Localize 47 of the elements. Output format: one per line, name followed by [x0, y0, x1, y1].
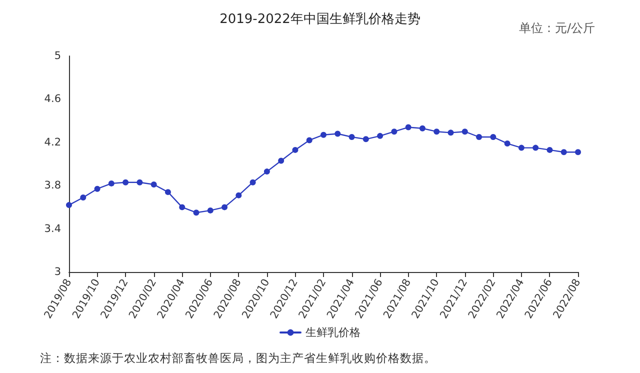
chart-title: 2019-2022年中国生鲜乳价格走势: [220, 12, 420, 27]
point: [306, 137, 312, 144]
point: [80, 194, 86, 200]
point: [448, 130, 454, 136]
point: [207, 207, 214, 214]
point: [334, 130, 341, 137]
point: [292, 146, 298, 153]
point: [575, 149, 581, 156]
point: [222, 204, 228, 210]
point: [490, 134, 496, 140]
point: [546, 146, 553, 153]
text: 注：数据来源于农业农村部畜牧兽医局，图为主产省生鲜乳收购价格数据。: [40, 351, 436, 365]
y-tick-label: 5: [54, 50, 61, 62]
point: [377, 132, 384, 139]
point: [179, 204, 186, 210]
point: [264, 168, 270, 175]
point: [405, 124, 412, 130]
text: 单位：元/公斤: [518, 21, 596, 35]
point: [150, 182, 157, 188]
point: [236, 192, 242, 198]
point: [122, 179, 129, 186]
point: [476, 134, 482, 140]
point: [560, 149, 567, 156]
point: [250, 179, 256, 186]
point: [164, 189, 171, 196]
y-tick-label: 3: [54, 266, 61, 278]
y-tick-label: 3.8: [44, 180, 61, 192]
y-tick-label: 4.6: [44, 93, 62, 106]
point: [136, 179, 143, 186]
point: [518, 144, 524, 151]
y-tick-label: 4.2: [44, 136, 61, 148]
point: [362, 136, 369, 142]
point: [94, 186, 100, 192]
point: [434, 128, 440, 135]
point: [462, 128, 468, 135]
point: [391, 128, 398, 135]
point: [66, 202, 72, 208]
point: [348, 134, 355, 140]
point: [108, 180, 114, 186]
point: [320, 132, 326, 138]
y-tick-label: 3.4: [44, 222, 62, 235]
point: [532, 144, 539, 151]
point: [193, 210, 200, 216]
point: [278, 158, 284, 164]
point: [419, 125, 426, 132]
legend-label: 生鲜乳价格: [306, 326, 360, 339]
point: [504, 140, 510, 146]
